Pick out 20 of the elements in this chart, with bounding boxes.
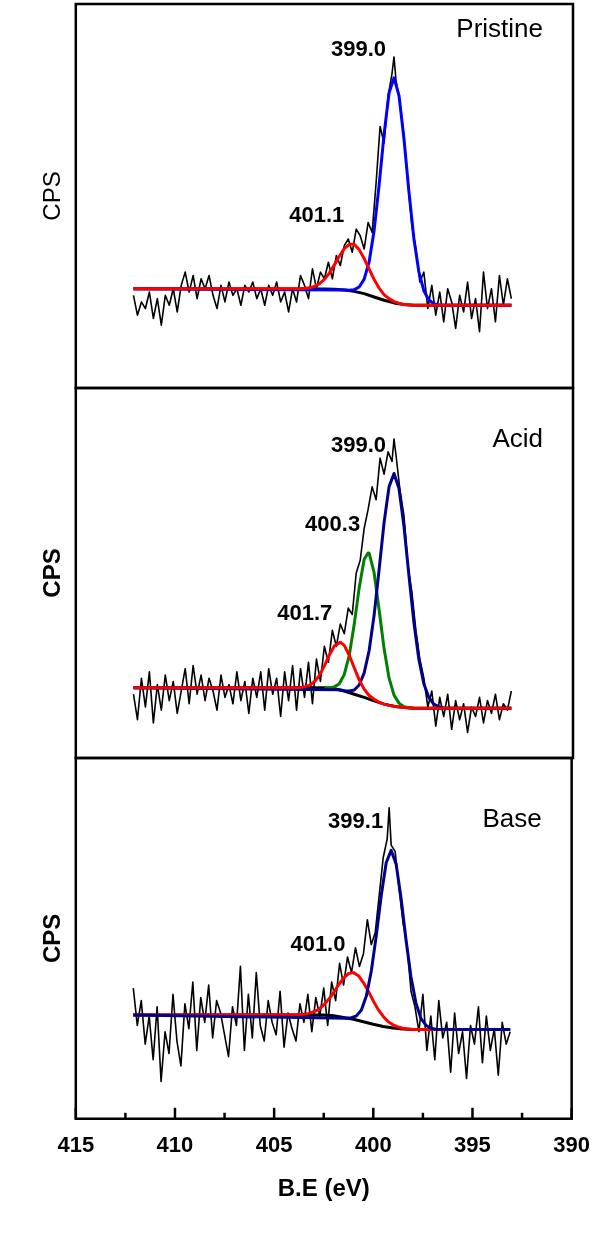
chart-title: Pristine <box>456 13 543 44</box>
x-tick-label: 410 <box>156 1132 194 1158</box>
x-tick-label: 395 <box>454 1132 491 1158</box>
chart-title: Acid <box>492 423 543 454</box>
annotation: 400.3 <box>305 510 361 536</box>
annotation: 399.0 <box>330 431 387 457</box>
y-axis-title: CPS <box>38 913 66 964</box>
x-tick-label: 405 <box>255 1132 293 1158</box>
annotation: 399.1 <box>328 808 384 834</box>
x-tick-label: 415 <box>57 1132 95 1158</box>
annotation: 401.0 <box>290 930 346 956</box>
annotation: 401.7 <box>277 600 333 626</box>
annotation: 399.0 <box>330 35 387 61</box>
y-axis-title: CPS <box>38 548 66 598</box>
x-axis-title: B.E (eV) <box>277 1174 370 1202</box>
x-tick-label: 390 <box>553 1132 591 1158</box>
annotation: 401.1 <box>289 202 345 228</box>
chart-title: Base <box>482 803 542 834</box>
y-axis-title: CPS <box>38 171 66 221</box>
x-tick-label: 400 <box>354 1132 392 1158</box>
